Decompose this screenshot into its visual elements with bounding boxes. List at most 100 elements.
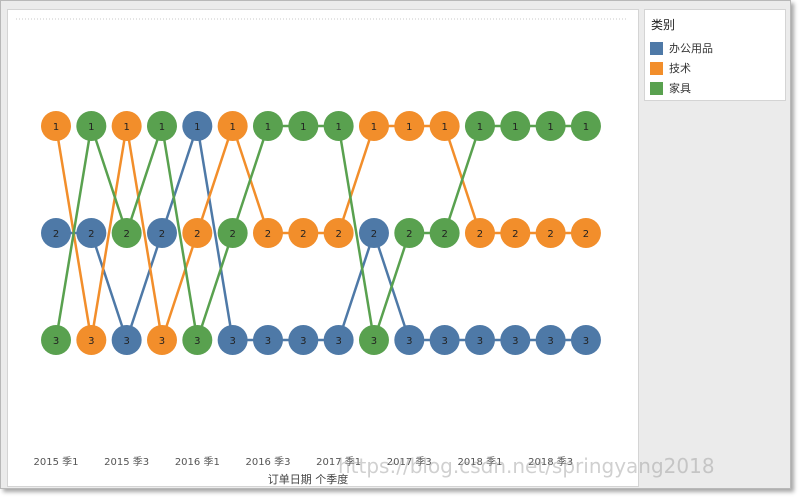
data-point-circle[interactable] bbox=[146, 218, 177, 248]
data-point-circle[interactable] bbox=[464, 111, 495, 141]
data-point-circle[interactable] bbox=[146, 325, 177, 355]
data-point-circle[interactable] bbox=[358, 325, 389, 355]
series-1-point-14[interactable]: 2 bbox=[535, 218, 566, 248]
series-1-point-4[interactable]: 2 bbox=[182, 218, 213, 248]
series-1-point-2[interactable]: 1 bbox=[111, 111, 142, 141]
series-1-point-6[interactable]: 2 bbox=[252, 218, 283, 248]
data-point-circle[interactable] bbox=[570, 218, 601, 248]
series-0-point-6[interactable]: 3 bbox=[252, 325, 283, 355]
data-point-circle[interactable] bbox=[76, 218, 107, 248]
data-point-circle[interactable] bbox=[111, 325, 142, 355]
series-2-point-5[interactable]: 2 bbox=[217, 218, 248, 248]
data-point-circle[interactable] bbox=[358, 111, 389, 141]
data-point-circle[interactable] bbox=[394, 325, 425, 355]
series-2-point-6[interactable]: 1 bbox=[252, 111, 283, 141]
series-2-point-15[interactable]: 1 bbox=[570, 111, 601, 141]
data-point-circle[interactable] bbox=[323, 111, 354, 141]
series-0-point-10[interactable]: 3 bbox=[394, 325, 425, 355]
series-0-point-1[interactable]: 2 bbox=[76, 218, 107, 248]
data-point-circle[interactable] bbox=[252, 218, 283, 248]
data-point-circle[interactable] bbox=[535, 218, 566, 248]
series-1-point-1[interactable]: 3 bbox=[76, 325, 107, 355]
data-point-circle[interactable] bbox=[146, 111, 177, 141]
series-1-point-7[interactable]: 2 bbox=[288, 218, 319, 248]
data-point-circle[interactable] bbox=[500, 325, 531, 355]
data-point-circle[interactable] bbox=[535, 111, 566, 141]
data-point-circle[interactable] bbox=[429, 111, 460, 141]
series-2-point-12[interactable]: 1 bbox=[464, 111, 495, 141]
series-1-point-12[interactable]: 2 bbox=[464, 218, 495, 248]
data-point-circle[interactable] bbox=[358, 218, 389, 248]
series-1-point-3[interactable]: 3 bbox=[146, 325, 177, 355]
data-point-circle[interactable] bbox=[182, 111, 213, 141]
series-1-point-13[interactable]: 2 bbox=[500, 218, 531, 248]
data-point-circle[interactable] bbox=[111, 218, 142, 248]
data-point-circle[interactable] bbox=[76, 325, 107, 355]
series-2-point-10[interactable]: 2 bbox=[394, 218, 425, 248]
series-0-point-9[interactable]: 2 bbox=[358, 218, 389, 248]
data-point-circle[interactable] bbox=[288, 218, 319, 248]
legend-item-technology[interactable]: 技术 bbox=[650, 60, 691, 76]
data-point-circle[interactable] bbox=[500, 111, 531, 141]
series-1-point-9[interactable]: 1 bbox=[358, 111, 389, 141]
data-point-label: 2 bbox=[477, 229, 483, 240]
series-0-point-15[interactable]: 3 bbox=[570, 325, 601, 355]
series-0-point-0[interactable]: 2 bbox=[41, 218, 71, 248]
series-0-point-13[interactable]: 3 bbox=[500, 325, 531, 355]
data-point-circle[interactable] bbox=[464, 218, 495, 248]
series-2-point-2[interactable]: 2 bbox=[111, 218, 142, 248]
series-0-point-4[interactable]: 1 bbox=[182, 111, 213, 141]
data-point-circle[interactable] bbox=[394, 111, 425, 141]
series-0-point-3[interactable]: 2 bbox=[146, 218, 177, 248]
series-1-point-15[interactable]: 2 bbox=[570, 218, 601, 248]
series-1-point-5[interactable]: 1 bbox=[217, 111, 248, 141]
series-2-point-14[interactable]: 1 bbox=[535, 111, 566, 141]
data-point-circle[interactable] bbox=[41, 325, 71, 355]
series-1-point-10[interactable]: 1 bbox=[394, 111, 425, 141]
data-point-circle[interactable] bbox=[323, 218, 354, 248]
data-point-circle[interactable] bbox=[429, 325, 460, 355]
series-2-point-8[interactable]: 1 bbox=[323, 111, 354, 141]
series-2-point-7[interactable]: 1 bbox=[288, 111, 319, 141]
data-point-circle[interactable] bbox=[429, 218, 460, 248]
series-2-point-11[interactable]: 2 bbox=[429, 218, 460, 248]
data-point-circle[interactable] bbox=[288, 111, 319, 141]
series-0-point-5[interactable]: 3 bbox=[217, 325, 248, 355]
series-0-point-8[interactable]: 3 bbox=[323, 325, 354, 355]
data-point-circle[interactable] bbox=[464, 325, 495, 355]
data-point-circle[interactable] bbox=[535, 325, 566, 355]
series-0-point-7[interactable]: 3 bbox=[288, 325, 319, 355]
series-2-point-4[interactable]: 3 bbox=[182, 325, 213, 355]
data-point-circle[interactable] bbox=[288, 325, 319, 355]
series-1-point-11[interactable]: 1 bbox=[429, 111, 460, 141]
data-point-circle[interactable] bbox=[111, 111, 142, 141]
series-0-point-11[interactable]: 3 bbox=[429, 325, 460, 355]
series-1-point-8[interactable]: 2 bbox=[323, 218, 354, 248]
data-point-circle[interactable] bbox=[394, 218, 425, 248]
series-0-point-2[interactable]: 3 bbox=[111, 325, 142, 355]
data-point-circle[interactable] bbox=[500, 218, 531, 248]
data-point-circle[interactable] bbox=[182, 218, 213, 248]
series-1-point-0[interactable]: 1 bbox=[41, 111, 71, 141]
data-point-circle[interactable] bbox=[323, 325, 354, 355]
series-2-point-9[interactable]: 3 bbox=[358, 325, 389, 355]
data-point-circle[interactable] bbox=[41, 111, 71, 141]
data-point-circle[interactable] bbox=[217, 111, 248, 141]
data-point-circle[interactable] bbox=[570, 325, 601, 355]
series-0-point-12[interactable]: 3 bbox=[464, 325, 495, 355]
series-2-point-1[interactable]: 1 bbox=[76, 111, 107, 141]
series-2-point-3[interactable]: 1 bbox=[146, 111, 177, 141]
data-point-circle[interactable] bbox=[252, 325, 283, 355]
series-2-point-0[interactable]: 3 bbox=[41, 325, 71, 355]
data-point-circle[interactable] bbox=[252, 111, 283, 141]
data-point-circle[interactable] bbox=[570, 111, 601, 141]
data-point-circle[interactable] bbox=[217, 325, 248, 355]
data-point-circle[interactable] bbox=[41, 218, 71, 248]
legend-item-furniture[interactable]: 家具 bbox=[650, 80, 691, 96]
data-point-circle[interactable] bbox=[217, 218, 248, 248]
series-2-point-13[interactable]: 1 bbox=[500, 111, 531, 141]
series-0-point-14[interactable]: 3 bbox=[535, 325, 566, 355]
legend-item-office-supplies[interactable]: 办公用品 bbox=[650, 40, 713, 56]
data-point-circle[interactable] bbox=[76, 111, 107, 141]
data-point-circle[interactable] bbox=[182, 325, 213, 355]
